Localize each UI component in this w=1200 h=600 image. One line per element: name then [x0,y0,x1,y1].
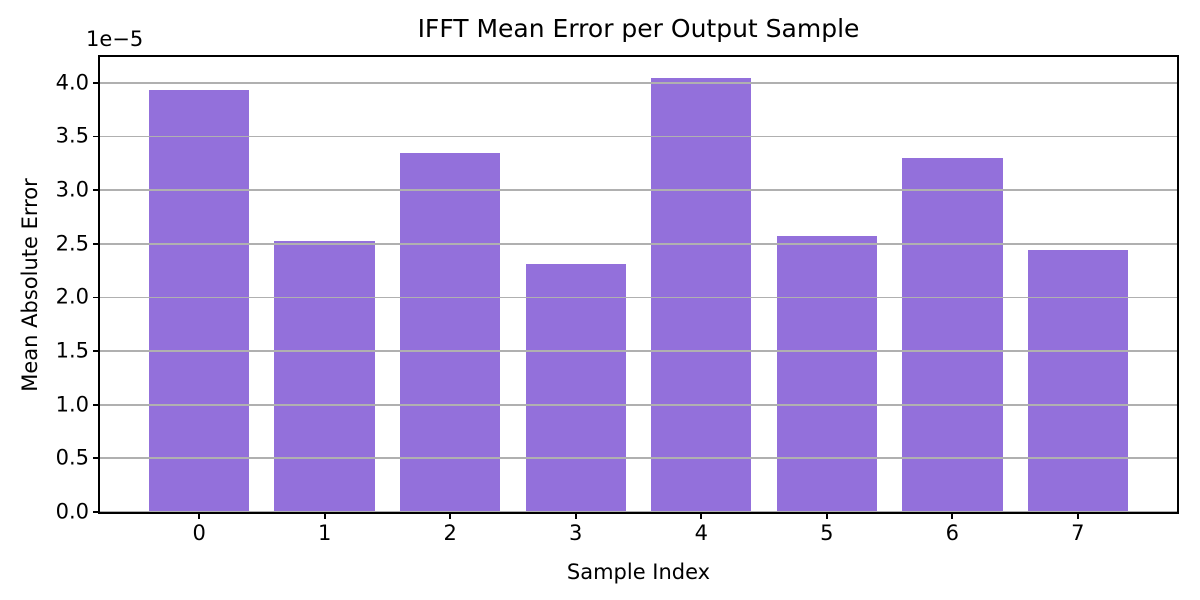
x-tick-label-4: 4 [694,521,708,545]
bar-sample-4 [651,78,752,512]
chart-title: IFFT Mean Error per Output Sample [417,14,860,43]
gridline-y-1.0 [100,403,1177,406]
bar-sample-7 [1027,250,1129,512]
x-axis-label: Sample Index [566,560,711,584]
gridline-y-0.5 [100,457,1177,460]
x-tick-label-1: 1 [318,521,332,545]
x-tick-label-5: 5 [820,521,834,545]
x-tick-mark-6 [951,512,954,519]
y-tick-mark-0.0 [93,511,100,513]
plot-area [100,57,1177,513]
y-tick-mark-1.5 [93,350,100,352]
y-tick-label-0.0: 0.0 [55,499,89,524]
x-tick-mark-7 [1076,512,1079,519]
x-tick-mark-2 [449,512,452,519]
x-tick-label-6: 6 [945,521,959,545]
bar-sample-1 [274,240,375,512]
x-tick-mark-0 [198,512,200,519]
y-tick-label-1.0: 1.0 [55,392,89,417]
y-tick-label-1.5: 1.5 [55,338,89,363]
y-axis-label: Mean Absolute Error [18,178,42,392]
bar-sample-0 [148,90,250,512]
gridline-y-2.0 [100,296,1177,299]
y-tick-label-3.0: 3.0 [55,177,89,202]
bar-sample-2 [400,152,501,512]
y-tick-mark-2.5 [93,242,100,245]
y-tick-label-0.5: 0.5 [55,445,89,470]
x-tick-mark-1 [323,512,326,519]
x-tick-label-2: 2 [443,521,457,545]
y-tick-mark-3.0 [93,189,100,191]
x-tick-label-0: 0 [192,521,206,545]
gridline-y-3.5 [100,135,1177,138]
x-tick-mark-5 [825,512,828,519]
gridline-y-2.5 [100,242,1177,245]
y-tick-label-3.5: 3.5 [55,123,89,148]
y-tick-mark-2.0 [93,296,100,299]
y-tick-label-4.0: 4.0 [55,70,89,95]
x-tick-label-7: 7 [1071,521,1085,545]
y-tick-mark-1.0 [93,403,100,406]
y-axis-offset-label: 1e−5 [86,27,144,51]
gridline-y-3.0 [100,189,1177,191]
bar-sample-3 [525,264,626,512]
y-tick-label-2.0: 2.0 [55,284,89,309]
gridline-y-4.0 [100,81,1177,84]
y-tick-mark-4.0 [93,81,100,84]
bar-sample-6 [902,157,1003,512]
y-tick-label-2.5: 2.5 [55,231,89,256]
x-tick-label-3: 3 [569,521,583,545]
gridline-y-0.0 [100,511,1177,513]
y-tick-mark-0.5 [93,457,100,460]
bar-sample-5 [776,236,877,512]
x-tick-mark-3 [574,512,577,519]
gridline-y-1.5 [100,350,1177,352]
x-tick-mark-4 [700,512,703,519]
y-tick-mark-3.5 [93,135,100,138]
